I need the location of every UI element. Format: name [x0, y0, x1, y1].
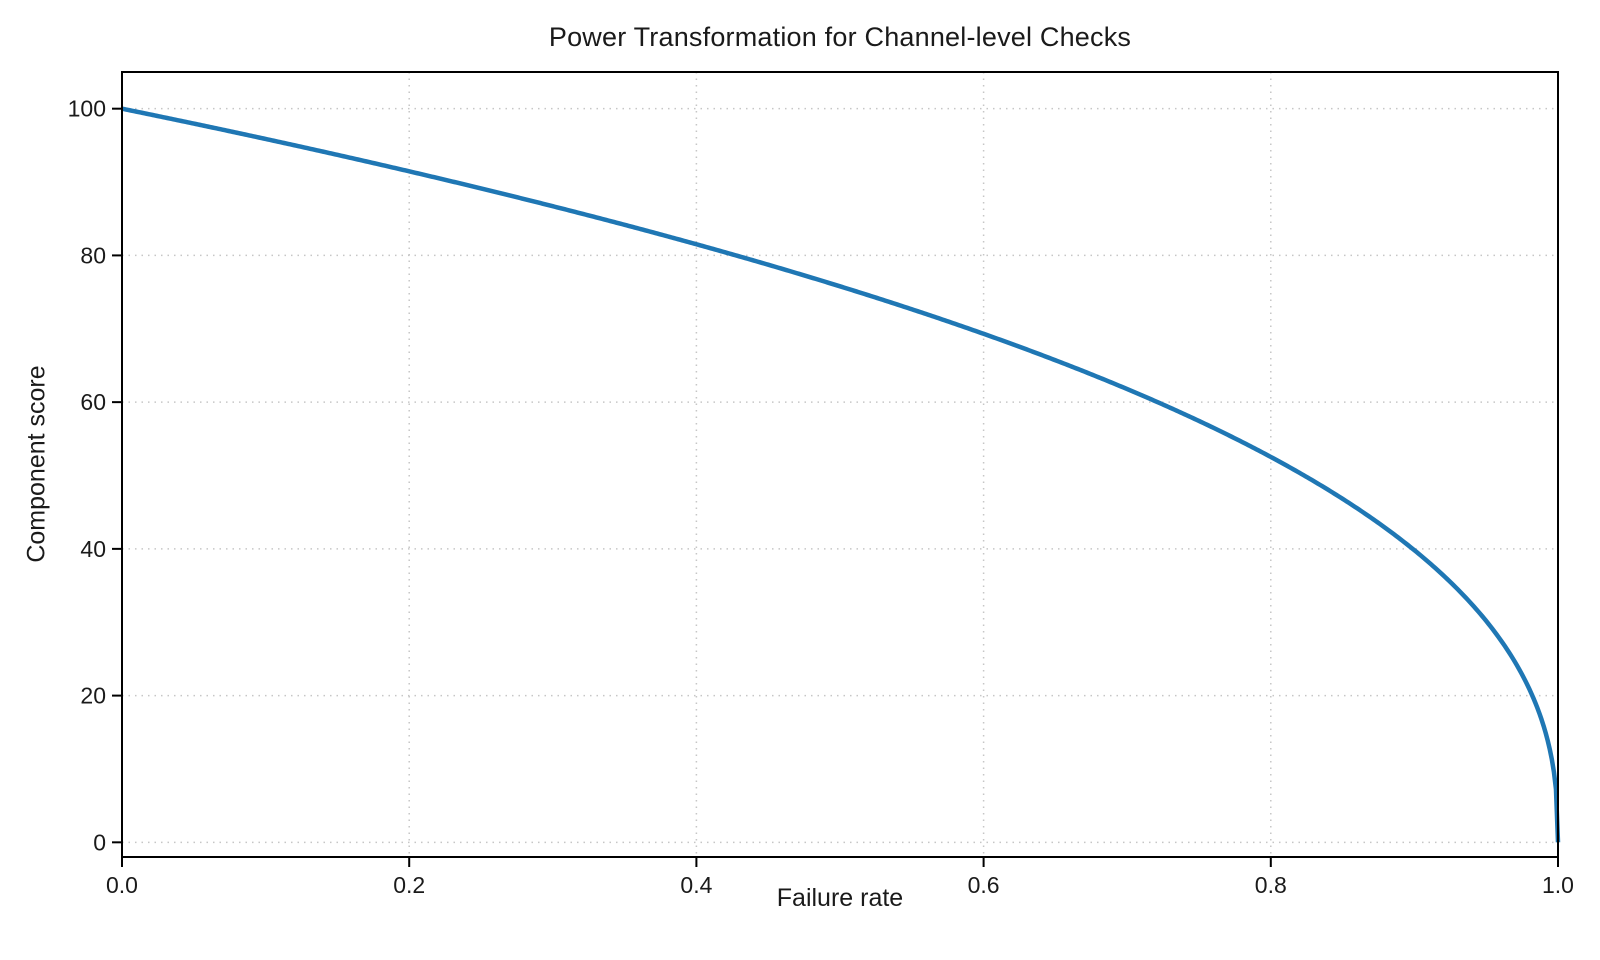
y-tick-label: 40	[80, 536, 106, 562]
tick-marks	[112, 107, 1559, 867]
x-tick-label: 0.2	[393, 872, 425, 898]
x-tick-label: 0.8	[1255, 872, 1287, 898]
plot-border	[121, 71, 1559, 858]
x-tick-label: 0.6	[968, 872, 1000, 898]
x-tick-label: 0.4	[680, 872, 712, 898]
chart-title: Power Transformation for Channel-level C…	[548, 22, 1132, 52]
y-tick-label: 100	[68, 96, 106, 122]
grid-lines	[121, 72, 1559, 857]
x-tick-label: 1.0	[1542, 872, 1574, 898]
y-tick-label: 20	[80, 683, 106, 709]
y-tick-label: 60	[80, 389, 106, 415]
x-tick-label: 0.0	[106, 872, 138, 898]
x-axis-label: Failure rate	[776, 884, 904, 912]
y-tick-label: 0	[93, 829, 106, 855]
y-tick-label: 80	[80, 242, 106, 268]
y-axis-label: Component score	[22, 365, 51, 563]
y-tick-labels: 0 20 40 60 80 100	[68, 96, 106, 856]
series-line	[121, 106, 1561, 843]
x-tick-labels: 0.0 0.2 0.4 0.6 0.8 1.0	[106, 872, 1574, 898]
